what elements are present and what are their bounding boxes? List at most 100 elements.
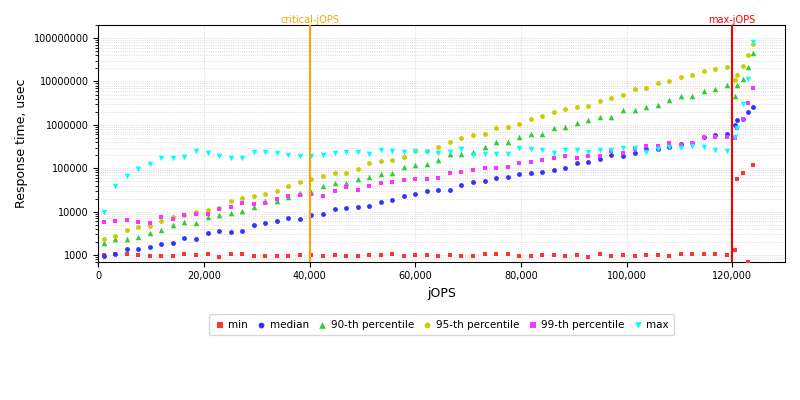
max [443, 149, 456, 156]
min [662, 253, 675, 259]
90-th percentile [651, 102, 664, 108]
min [224, 250, 237, 257]
max [374, 146, 387, 153]
90-th percentile [421, 161, 434, 167]
95-th percentile [282, 182, 294, 189]
median [305, 212, 318, 219]
max [409, 148, 422, 154]
max [617, 145, 630, 151]
max [640, 149, 653, 155]
min [536, 251, 549, 258]
95-th percentile [270, 187, 283, 194]
95-th percentile [294, 178, 306, 185]
max [178, 154, 191, 160]
90-th percentile [466, 148, 479, 155]
max [155, 155, 168, 162]
90-th percentile [582, 117, 595, 123]
median [190, 236, 202, 242]
99-th percentile [409, 176, 422, 182]
max [98, 208, 110, 215]
95-th percentile [742, 52, 754, 58]
min [524, 253, 537, 260]
95-th percentile [605, 95, 618, 102]
min [651, 252, 664, 258]
max [340, 148, 353, 155]
90-th percentile [742, 63, 754, 70]
max [362, 151, 375, 157]
95-th percentile [709, 65, 722, 72]
max [143, 160, 156, 167]
99-th percentile [386, 179, 398, 185]
median [662, 144, 675, 151]
95-th percentile [109, 233, 122, 240]
min [317, 252, 330, 259]
median [594, 156, 606, 162]
90-th percentile [502, 139, 514, 146]
max [698, 144, 710, 150]
99-th percentile [432, 174, 445, 181]
median [259, 220, 272, 226]
max [213, 152, 226, 159]
median [559, 165, 572, 171]
median [628, 150, 641, 156]
95-th percentile [317, 173, 330, 179]
95-th percentile [120, 226, 133, 233]
90-th percentile [259, 198, 272, 204]
min [466, 253, 479, 260]
min [721, 252, 734, 258]
99-th percentile [270, 196, 283, 203]
90-th percentile [709, 86, 722, 93]
median [120, 246, 133, 252]
99-th percentile [317, 192, 330, 199]
min [698, 250, 710, 257]
90-th percentile [432, 156, 445, 163]
99-th percentile [178, 212, 191, 218]
max [351, 148, 364, 155]
median [570, 160, 583, 166]
90-th percentile [617, 107, 630, 114]
99-th percentile [721, 134, 734, 140]
median [201, 230, 214, 236]
95-th percentile [374, 158, 387, 164]
median [351, 204, 364, 210]
min [340, 253, 353, 259]
min [178, 251, 191, 257]
median [443, 186, 456, 193]
max [109, 183, 122, 189]
median [547, 166, 560, 173]
Text: max-jOPS: max-jOPS [709, 15, 756, 25]
max [547, 150, 560, 156]
min [582, 253, 595, 260]
95-th percentile [729, 77, 742, 84]
max [731, 125, 744, 132]
median [490, 175, 502, 181]
95-th percentile [502, 124, 514, 130]
min [386, 251, 398, 258]
99-th percentile [709, 134, 722, 141]
max [594, 146, 606, 153]
median [686, 140, 698, 146]
max [294, 153, 306, 159]
median [132, 246, 145, 252]
min [143, 253, 156, 259]
min [490, 250, 502, 257]
median [386, 197, 398, 203]
max [729, 134, 742, 140]
median [455, 182, 468, 188]
99-th percentile [729, 134, 742, 141]
median [617, 152, 630, 159]
90-th percentile [294, 190, 306, 196]
99-th percentile [747, 85, 760, 91]
min [305, 252, 318, 258]
95-th percentile [166, 214, 179, 220]
max [120, 173, 133, 179]
99-th percentile [351, 187, 364, 194]
95-th percentile [524, 115, 537, 122]
median [536, 169, 549, 176]
90-th percentile [736, 75, 749, 82]
95-th percentile [421, 148, 434, 154]
90-th percentile [143, 230, 156, 237]
max [513, 145, 526, 151]
min [282, 252, 294, 259]
min [443, 252, 456, 258]
